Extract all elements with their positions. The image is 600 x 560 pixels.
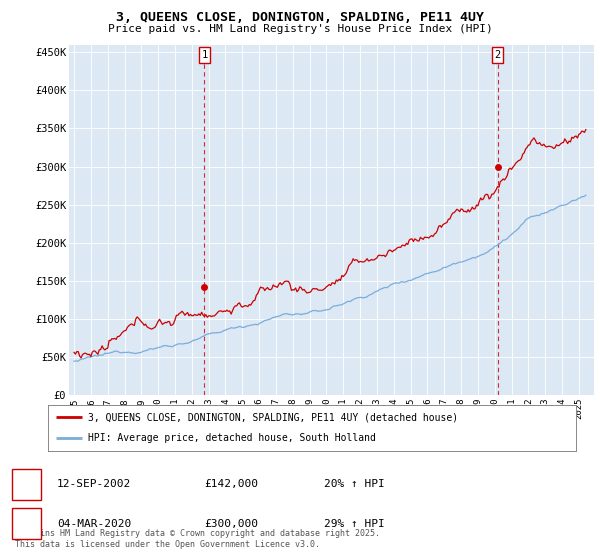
- Text: 3, QUEENS CLOSE, DONINGTON, SPALDING, PE11 4UY: 3, QUEENS CLOSE, DONINGTON, SPALDING, PE…: [116, 11, 484, 24]
- Text: £142,000: £142,000: [204, 479, 258, 489]
- Text: 2: 2: [23, 519, 30, 529]
- Text: 1: 1: [202, 50, 208, 60]
- Text: 1: 1: [23, 479, 30, 489]
- Text: Contains HM Land Registry data © Crown copyright and database right 2025.
This d: Contains HM Land Registry data © Crown c…: [15, 529, 380, 549]
- Text: 04-MAR-2020: 04-MAR-2020: [57, 519, 131, 529]
- Text: 20% ↑ HPI: 20% ↑ HPI: [324, 479, 385, 489]
- Text: 12-SEP-2002: 12-SEP-2002: [57, 479, 131, 489]
- Text: 2: 2: [494, 50, 501, 60]
- Text: 29% ↑ HPI: 29% ↑ HPI: [324, 519, 385, 529]
- Text: £300,000: £300,000: [204, 519, 258, 529]
- Text: 3, QUEENS CLOSE, DONINGTON, SPALDING, PE11 4UY (detached house): 3, QUEENS CLOSE, DONINGTON, SPALDING, PE…: [88, 412, 458, 422]
- Text: Price paid vs. HM Land Registry's House Price Index (HPI): Price paid vs. HM Land Registry's House …: [107, 24, 493, 34]
- Text: HPI: Average price, detached house, South Holland: HPI: Average price, detached house, Sout…: [88, 433, 376, 444]
